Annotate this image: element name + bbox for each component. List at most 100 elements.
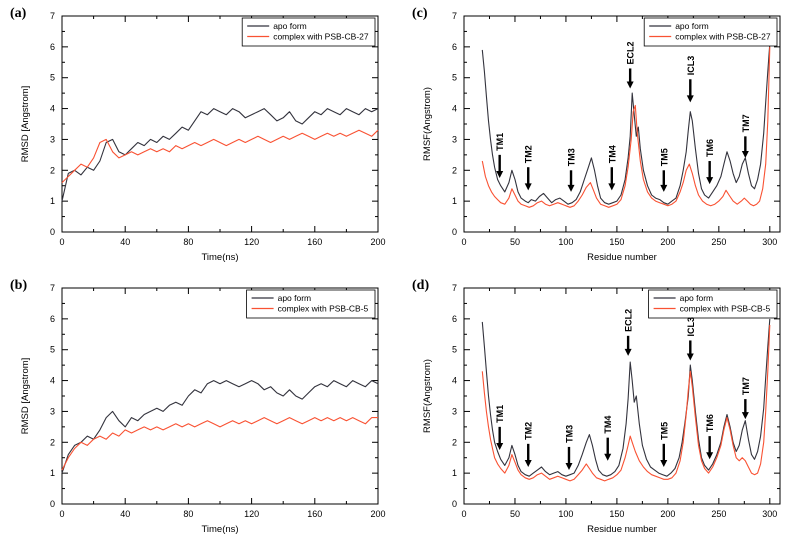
x-tick-label: 200 (370, 237, 385, 247)
annotation-arrowhead (686, 353, 694, 361)
annotation-arrowhead (660, 184, 668, 192)
y-tick-label: 4 (452, 376, 457, 386)
annotation-label: TM2 (524, 422, 534, 440)
x-tick-label: 120 (244, 237, 259, 247)
x-tick-label: 200 (660, 237, 675, 247)
x-axis-label: Residue number (587, 524, 657, 535)
y-tick-label: 0 (50, 499, 55, 509)
series-line-complex-with-psb-cb-27 (61, 129, 379, 183)
y-tick-label: 6 (452, 314, 457, 324)
chart-b: 0 40 80 120 160 200 0 1 2 3 4 5 6 7 Time(ns) RMSD [Angs… (20, 283, 386, 535)
legend-label: apo form (680, 293, 714, 303)
annotation-arrowhead (608, 183, 616, 191)
x-tick-label: 80 (183, 509, 193, 519)
annotation-arrowhead (741, 412, 749, 420)
y-tick-label: 7 (50, 11, 55, 21)
y-axis-label: RMSF(Angstrom) (422, 87, 433, 161)
annotation-arrowhead (565, 463, 573, 471)
y-tick-label: 6 (452, 42, 457, 52)
chart-host-a: 0 40 80 120 160 200 0 1 2 3 4 5 6 7 Time(ns) RMSD [Angs… (16, 6, 390, 273)
series-line-apo-form (61, 380, 379, 474)
plot-frame (463, 287, 781, 505)
panel-label-b: (b) (10, 278, 28, 293)
legend-label: complex with PSB-CB-5 (680, 304, 771, 314)
panel-b: (b) 0 40 80 120 160 200 0 1 2 3 4 5 6 7 Time(ns) RMSD [… (8, 276, 396, 542)
annotation-label: ICL3 (686, 56, 696, 76)
x-tick-label: 120 (244, 509, 259, 519)
annotation-label: TM3 (567, 148, 577, 166)
x-tick-label: 200 (370, 509, 385, 519)
y-tick-label: 0 (452, 227, 457, 237)
x-axis-label: Residue number (587, 252, 657, 263)
x-tick-label: 100 (558, 237, 573, 247)
annotation-label: TM6 (705, 139, 715, 157)
panel-d: (d) 0 50 100 150 200 250 300 0 1 2 3 4 5 6 7 Residue nu… (410, 276, 797, 542)
y-tick-label: 2 (452, 437, 457, 447)
x-tick-label: 250 (711, 237, 726, 247)
annotation-label: TM7 (741, 114, 751, 132)
legend-label: apo form (273, 21, 307, 31)
annotation-arrowhead (660, 459, 668, 467)
panel-label-a: (a) (10, 6, 27, 21)
y-axis-label: RMSD [Angstrom] (20, 86, 31, 163)
y-tick-label: 3 (452, 406, 457, 416)
x-tick-label: 0 (59, 509, 64, 519)
annotation-arrowhead (496, 171, 504, 178)
y-axis-label: RMSD [Angstrom] (20, 358, 31, 435)
chart-d: 0 50 100 150 200 250 300 0 1 2 3 4 5 6 7 Residue number… (422, 283, 781, 535)
y-tick-label: 7 (452, 11, 457, 21)
annotation-arrowhead (524, 459, 532, 467)
annotation-arrowhead (626, 81, 634, 89)
x-tick-label: 160 (307, 509, 322, 519)
x-tick-label: 150 (609, 509, 624, 519)
legend-box (241, 17, 376, 47)
y-tick-label: 0 (452, 499, 457, 509)
y-tick-label: 1 (50, 468, 55, 478)
legend-box (643, 17, 778, 47)
annotation-arrowhead (496, 443, 504, 450)
annotation-label: ECL2 (624, 309, 634, 332)
annotation-arrowhead (604, 453, 612, 461)
x-tick-label: 50 (510, 237, 520, 247)
annotation-label: TM4 (607, 145, 617, 163)
y-tick-label: 0 (50, 227, 55, 237)
y-tick-label: 1 (452, 196, 457, 206)
x-tick-label: 80 (183, 237, 193, 247)
panel-label-c: (c) (412, 6, 428, 21)
x-tick-label: 100 (558, 509, 573, 519)
x-tick-label: 40 (120, 509, 130, 519)
x-tick-label: 200 (660, 509, 675, 519)
annotation-label: TM5 (659, 422, 669, 440)
annotation-arrowhead (624, 348, 632, 356)
annotation-arrowhead (706, 452, 714, 460)
y-tick-label: 6 (50, 314, 55, 324)
x-axis-label: Time(ns) (201, 252, 238, 263)
chart-host-c: 0 50 100 150 200 250 300 0 1 2 3 4 5 6 7 Residue number… (418, 6, 792, 273)
series-line-complex-with-psb-cb-27 (481, 46, 771, 208)
plot-frame (61, 15, 379, 233)
x-tick-label: 40 (120, 237, 130, 247)
panel-c: (c) 0 50 100 150 200 250 300 0 1 2 3 4 5 6 7 Residue nu… (410, 4, 797, 270)
annotation-arrowhead (686, 95, 694, 103)
y-tick-label: 6 (50, 42, 55, 52)
series-line-complex-with-psb-cb-5 (481, 324, 771, 482)
y-tick-label: 3 (50, 406, 55, 416)
legend-label: complex with PSB-CB-27 (675, 32, 771, 42)
plot-frame (61, 287, 379, 505)
series-line-apo-form (481, 43, 771, 205)
x-tick-label: 0 (461, 509, 466, 519)
panel-label-d: (d) (412, 278, 430, 293)
x-tick-label: 0 (461, 237, 466, 247)
legend-label: complex with PSB-CB-27 (273, 32, 369, 42)
y-tick-label: 2 (50, 437, 55, 447)
annotation-label: TM6 (705, 414, 715, 432)
y-tick-label: 5 (452, 345, 457, 355)
x-tick-label: 50 (510, 509, 520, 519)
y-tick-label: 7 (452, 283, 457, 293)
annotation-arrowhead (524, 183, 532, 191)
series-line-apo-form (61, 108, 379, 202)
annotation-label: TM7 (741, 377, 751, 395)
y-tick-label: 3 (50, 134, 55, 144)
legend-box (648, 289, 778, 319)
